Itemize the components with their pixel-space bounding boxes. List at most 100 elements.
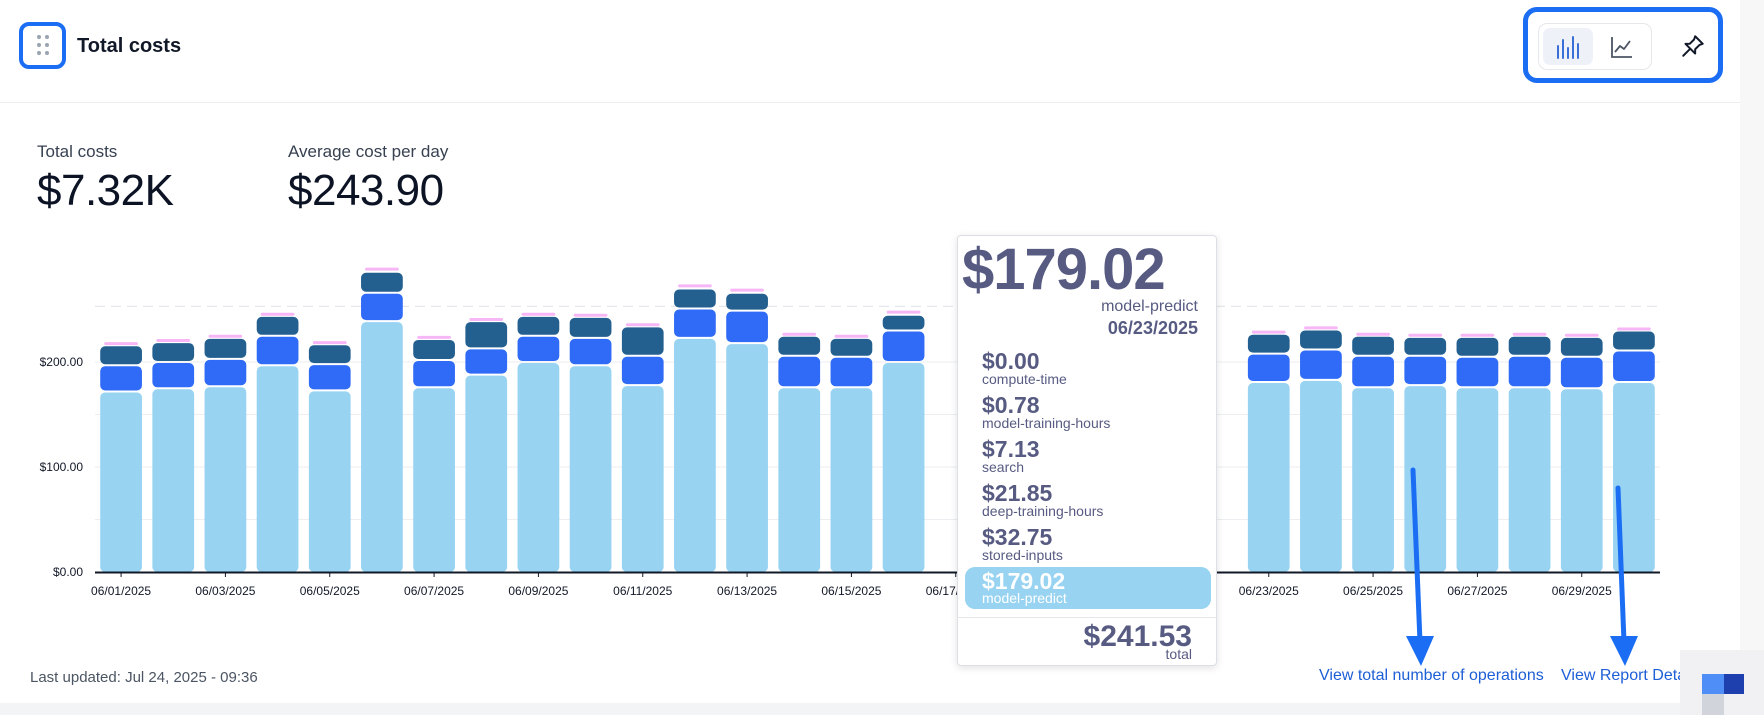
bar-segment-search <box>361 272 403 292</box>
bar-segment-deep-training-hours <box>621 356 664 385</box>
bar-segment-stored-inputs <box>104 342 138 346</box>
launcher-tile <box>1702 674 1724 694</box>
bar-segment-deep-training-hours <box>569 338 612 365</box>
bar-segment-deep-training-hours <box>152 363 195 388</box>
x-tick-label: 06/25/2025 <box>1343 584 1403 598</box>
bar-segment-model-predict <box>674 338 716 572</box>
bar-segment-deep-training-hours <box>1613 351 1655 381</box>
x-tick-label: 06/15/2025 <box>821 584 881 598</box>
bar-segment-stored-inputs <box>156 339 191 342</box>
bar-segment-stored-inputs <box>782 332 817 336</box>
bar-segment-stored-inputs <box>625 323 660 327</box>
view-report-details-link[interactable]: View Report Details <box>1561 667 1687 684</box>
bar-segment-search <box>674 289 716 308</box>
y-tick-label: $0.00 <box>53 565 83 579</box>
bar-chart-button[interactable] <box>1543 28 1593 65</box>
x-tick-label: 06/23/2025 <box>1239 584 1299 598</box>
bar-segment-search <box>569 317 612 337</box>
drag-handle-icon[interactable] <box>19 22 66 69</box>
bar-segment-stored-inputs <box>1251 330 1286 334</box>
bar-segment-search <box>1508 336 1551 355</box>
bar-segment-search <box>1247 334 1290 353</box>
bar-segment-search <box>1300 330 1342 349</box>
annotation-arrows <box>1406 467 1638 666</box>
view-operations-link[interactable]: View total number of operations <box>1319 667 1544 684</box>
widget-launcher[interactable] <box>1680 650 1764 715</box>
tooltip-headline-series: model-predict <box>1101 298 1198 315</box>
bar-segment-deep-training-hours <box>778 356 821 387</box>
bar-segment-deep-training-hours <box>1508 356 1551 387</box>
bar-segment-deep-training-hours <box>413 360 455 387</box>
tooltip-item: $0.78 model-training-hours <box>982 392 1111 431</box>
bar-segment-deep-training-hours <box>674 309 716 337</box>
bar-segment-search <box>621 327 664 355</box>
bar-segment-search <box>1456 337 1499 356</box>
y-tick-label: $200.00 <box>40 355 84 369</box>
x-tick-label: 06/29/2025 <box>1552 584 1612 598</box>
bar-segment-stored-inputs <box>678 284 712 288</box>
bar-segment-stored-inputs <box>365 267 399 271</box>
average-cost-label: Average cost per day <box>288 142 449 161</box>
bar-segment-stored-inputs <box>469 318 504 321</box>
page-scrollbar-track[interactable] <box>1740 0 1764 703</box>
x-tick-label: 06/11/2025 <box>613 584 672 598</box>
tooltip-highlight-item: $179.02 model-predict <box>965 567 1211 609</box>
tooltip-date: 06/23/2025 <box>1107 318 1198 338</box>
bar-segment-search <box>778 336 821 355</box>
bar-segment-model-predict <box>1560 389 1603 572</box>
chart-toolbar <box>1523 7 1723 83</box>
card-header: Total costs <box>0 0 1740 103</box>
bar-segment-search <box>517 316 560 335</box>
bar-segment-search <box>1613 331 1655 350</box>
bar-segment-deep-training-hours <box>1404 356 1447 385</box>
bar-segment-stored-inputs <box>1356 332 1390 336</box>
bar-segment-stored-inputs <box>573 313 608 317</box>
bar-segment-model-predict <box>1300 380 1342 572</box>
bar-segment-deep-training-hours <box>1352 356 1394 387</box>
bar-segment-stored-inputs <box>1617 327 1651 331</box>
bar-segment-model-predict <box>308 391 351 572</box>
bar-segment-stored-inputs <box>208 334 243 338</box>
last-updated-text: Last updated: Jul 24, 2025 - 09:36 <box>30 669 258 686</box>
bar-segment-search <box>1560 337 1603 356</box>
bar-segment-search <box>726 293 768 310</box>
bar-segment-deep-training-hours <box>517 336 560 362</box>
bar-segment-model-predict <box>882 363 925 572</box>
bar-segment-deep-training-hours <box>830 357 873 387</box>
pin-button[interactable] <box>1675 28 1711 64</box>
bar-segment-model-predict <box>778 388 821 572</box>
bar-segment-search <box>308 345 351 364</box>
bar-segment-model-predict <box>413 388 455 572</box>
bar-segment-deep-training-hours <box>1247 354 1290 381</box>
bar-segment-model-predict <box>204 387 247 572</box>
bar-segment-stored-inputs <box>521 312 556 316</box>
bar-segment-model-predict <box>830 388 873 572</box>
chart-tooltip: $179.02 model-predict 06/23/2025 $0.00 co… <box>957 235 1217 666</box>
bar-segment-search <box>1404 337 1447 355</box>
total-costs-value: $7.32K <box>37 166 174 215</box>
bar-segment-search <box>100 346 142 365</box>
bar-segment-search <box>465 322 508 348</box>
bar-segment-deep-training-hours <box>882 331 925 362</box>
bar-segment-deep-training-hours <box>361 293 403 321</box>
bar-segment-model-predict <box>517 363 560 572</box>
chart-type-toggle <box>1538 23 1652 70</box>
y-tick-label: $100.00 <box>40 460 84 474</box>
line-chart-button[interactable] <box>1597 28 1647 65</box>
arrow-to-report-link <box>1610 485 1638 666</box>
bar-segment-deep-training-hours <box>1560 357 1603 388</box>
bar-segment-deep-training-hours <box>726 311 768 343</box>
card-title: Total costs <box>77 35 182 57</box>
bar-segment-model-predict <box>100 392 142 572</box>
bar-segment-stored-inputs <box>417 335 451 339</box>
bar-segment-stored-inputs <box>1512 332 1547 336</box>
tooltip-headline-value: $179.02 <box>962 237 1166 302</box>
bar-segment-search <box>413 339 455 359</box>
bar-segment-search <box>152 343 195 362</box>
bar-segment-stored-inputs <box>1564 333 1599 337</box>
bar-segment-stored-inputs <box>312 341 347 345</box>
bar-segment-deep-training-hours <box>1300 350 1342 379</box>
x-tick-label: 06/09/2025 <box>508 584 568 598</box>
tooltip-item: $7.13 search <box>982 436 1040 475</box>
bar-segment-model-predict <box>1456 388 1499 572</box>
